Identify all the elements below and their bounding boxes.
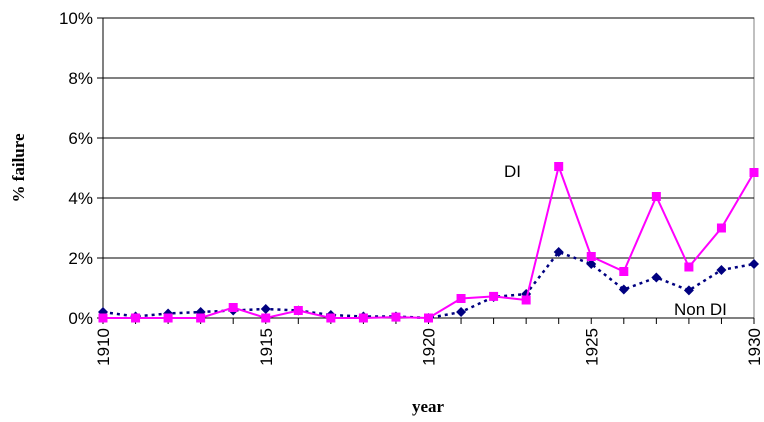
data-point-non-di [618, 284, 629, 295]
data-point-di [521, 295, 531, 305]
x-tick-label: 1930 [745, 328, 764, 366]
x-tick-label: 1920 [420, 328, 439, 366]
data-point-non-di [651, 272, 662, 283]
data-point-di [391, 312, 401, 322]
data-point-di [196, 313, 206, 323]
data-point-di [456, 294, 466, 303]
x-tick-label: 1925 [582, 328, 601, 366]
data-point-di [586, 252, 596, 261]
data-point-non-di [586, 259, 597, 269]
y-tick-label: 8% [68, 69, 93, 88]
y-tick-label: 10% [59, 9, 93, 28]
data-point-di [358, 313, 368, 323]
y-tick-label: 6% [68, 129, 93, 148]
plot-area [102, 17, 755, 319]
data-point-di [293, 306, 303, 315]
data-point-di [261, 313, 271, 323]
x-tick-label: 1915 [257, 328, 276, 366]
data-point-di [619, 267, 629, 276]
data-point-di [424, 313, 433, 323]
data-point-di [554, 162, 564, 171]
data-point-non-di [456, 307, 467, 317]
data-point-di [749, 168, 759, 177]
data-point-non-di [260, 304, 271, 314]
x-axis-title: year [412, 397, 445, 416]
data-point-non-di [683, 285, 694, 296]
y-tick-label: 2% [68, 249, 93, 268]
y-tick-label: 4% [68, 189, 93, 208]
y-tick-labels: 0% 2% 4% 6% 8% 10% [59, 9, 93, 328]
data-point-di [98, 313, 108, 323]
series-group [98, 162, 759, 323]
data-point-non-di [749, 259, 759, 269]
series-label-non-di: Non DI [674, 300, 727, 319]
data-point-non-di [716, 265, 727, 275]
data-point-non-di [553, 247, 564, 257]
x-tick-label: 1910 [94, 328, 113, 366]
data-point-di [163, 313, 173, 323]
y-axis-title: % failure [9, 133, 28, 203]
data-point-di [228, 303, 238, 312]
series-label-di: DI [504, 162, 521, 181]
data-point-di [651, 192, 661, 201]
data-point-di [716, 223, 726, 233]
data-point-di [489, 291, 499, 301]
y-tick-label: 0% [68, 309, 93, 328]
data-point-di [131, 313, 141, 323]
data-point-di [684, 262, 694, 272]
data-point-di [326, 313, 336, 323]
x-tick-labels: 1910 1915 1920 1925 1930 [94, 328, 764, 366]
